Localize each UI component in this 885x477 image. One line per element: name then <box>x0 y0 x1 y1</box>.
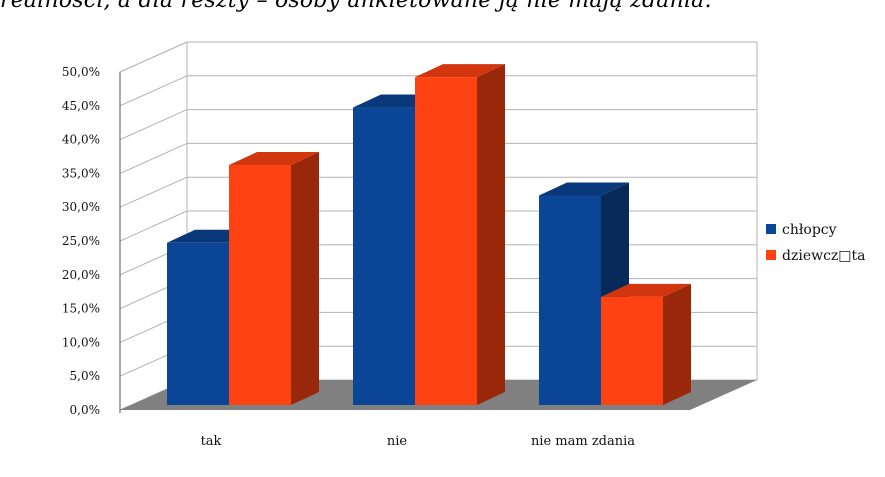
y-tick-label: 35,0% <box>62 166 100 180</box>
y-axis-ticks: 0,0% 5,0% 10,0% 15,0% 20,0% 25,0% 30,0% 35,0% 40… <box>62 65 100 417</box>
chart-bars <box>167 64 691 405</box>
y-tick-label: 45,0% <box>62 99 100 113</box>
x-axis-categories: tak nie nie mam zdania <box>201 434 636 449</box>
y-tick-label: 0,0% <box>70 403 101 417</box>
bar-front <box>415 77 477 405</box>
category-label: tak <box>201 434 222 449</box>
bar-2-1 <box>601 283 691 405</box>
bar-side <box>291 152 319 405</box>
bar-1-1 <box>415 64 505 405</box>
bar-front <box>167 242 229 405</box>
bar-front <box>229 165 291 405</box>
legend-label: chłopcy <box>782 222 837 238</box>
gridline-side <box>119 176 188 208</box>
bar-top <box>229 152 319 166</box>
category-label: nie <box>387 434 408 449</box>
y-tick-label: 20,0% <box>62 268 100 282</box>
gridline-side <box>119 142 188 174</box>
bar-top <box>415 64 505 78</box>
category-label: nie mam zdania <box>531 434 635 449</box>
bar-front <box>539 195 601 405</box>
y-tick-label: 25,0% <box>62 234 100 248</box>
chart-legend: chłopcy dziewcz□ta <box>766 222 866 264</box>
y-tick-label: 10,0% <box>62 335 100 349</box>
bar-front <box>353 107 415 405</box>
y-tick-label: 30,0% <box>62 200 100 214</box>
gridline-side <box>119 109 188 141</box>
bar-side <box>663 283 691 405</box>
legend-label: dziewcz□ta <box>782 248 866 264</box>
legend-swatch <box>766 224 776 234</box>
y-tick-label: 5,0% <box>70 369 101 383</box>
bar-front <box>601 296 663 405</box>
legend-swatch <box>766 250 776 260</box>
gridline-side <box>119 210 188 242</box>
y-tick-label: 15,0% <box>62 302 100 316</box>
y-tick-label: 50,0% <box>62 65 100 79</box>
bar-top <box>539 182 629 196</box>
gridline-side <box>119 41 188 73</box>
gridline-side <box>119 75 188 107</box>
bar-0-1 <box>229 152 319 405</box>
bar-top <box>601 283 691 297</box>
caption-text: realności, a dla reszty – osoby ankietow… <box>0 0 712 13</box>
bar-side <box>477 64 505 405</box>
y-tick-label: 40,0% <box>62 133 100 147</box>
